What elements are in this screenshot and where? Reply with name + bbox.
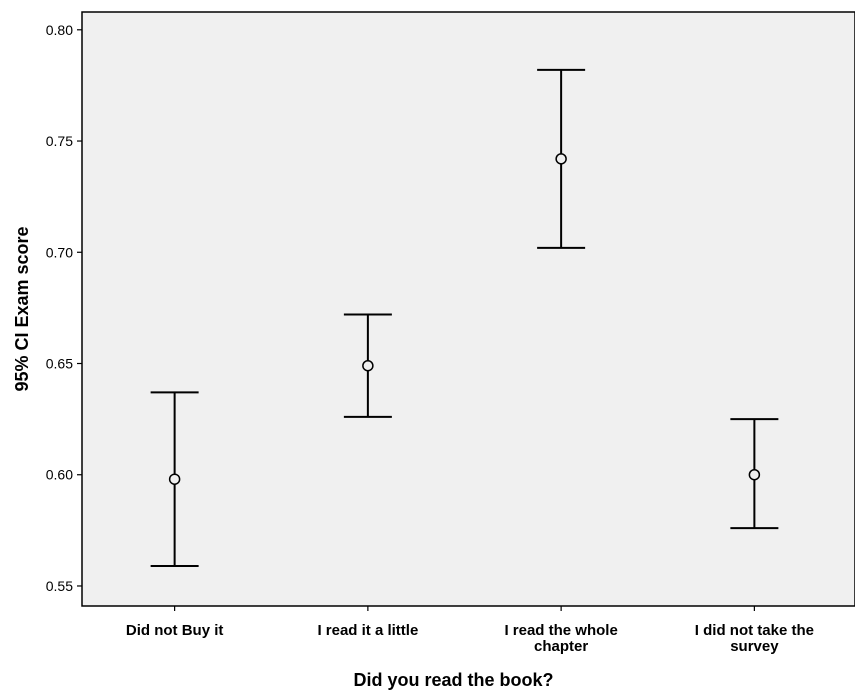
y-tick-label: 0.65: [46, 356, 73, 372]
y-tick-label: 0.70: [46, 244, 73, 260]
y-tick-label: 0.75: [46, 133, 73, 149]
y-axis: 0.55 0.60 0.65 0.70 0.75 0.80: [46, 22, 82, 594]
x-axis-title: Did you read the book?: [353, 670, 553, 690]
x-tick-label: I read it a little: [317, 622, 418, 639]
y-tick-label: 0.55: [46, 578, 73, 594]
mean-point: [555, 153, 567, 165]
error-bars: [150, 68, 779, 567]
x-tick-label: I read the whole chapter: [504, 622, 617, 655]
mean-point: [168, 473, 181, 485]
error-bar: [150, 391, 199, 567]
x-axis: Did not Buy it I read it a little I read t…: [126, 606, 814, 655]
x-tick-label: Did not Buy it: [126, 622, 224, 639]
error-bar: [537, 68, 586, 249]
plot-area: [81, 11, 855, 607]
error-bar: [343, 313, 392, 418]
y-tick-label: 0.60: [46, 467, 73, 483]
y-tick-label: 0.80: [46, 22, 73, 38]
mean-point: [362, 359, 374, 372]
mean-point: [748, 468, 761, 481]
x-tick-label: I did not take the survey: [695, 622, 814, 655]
error-bar: [730, 418, 779, 530]
y-axis-title: 95% CI Exam score: [12, 226, 32, 391]
